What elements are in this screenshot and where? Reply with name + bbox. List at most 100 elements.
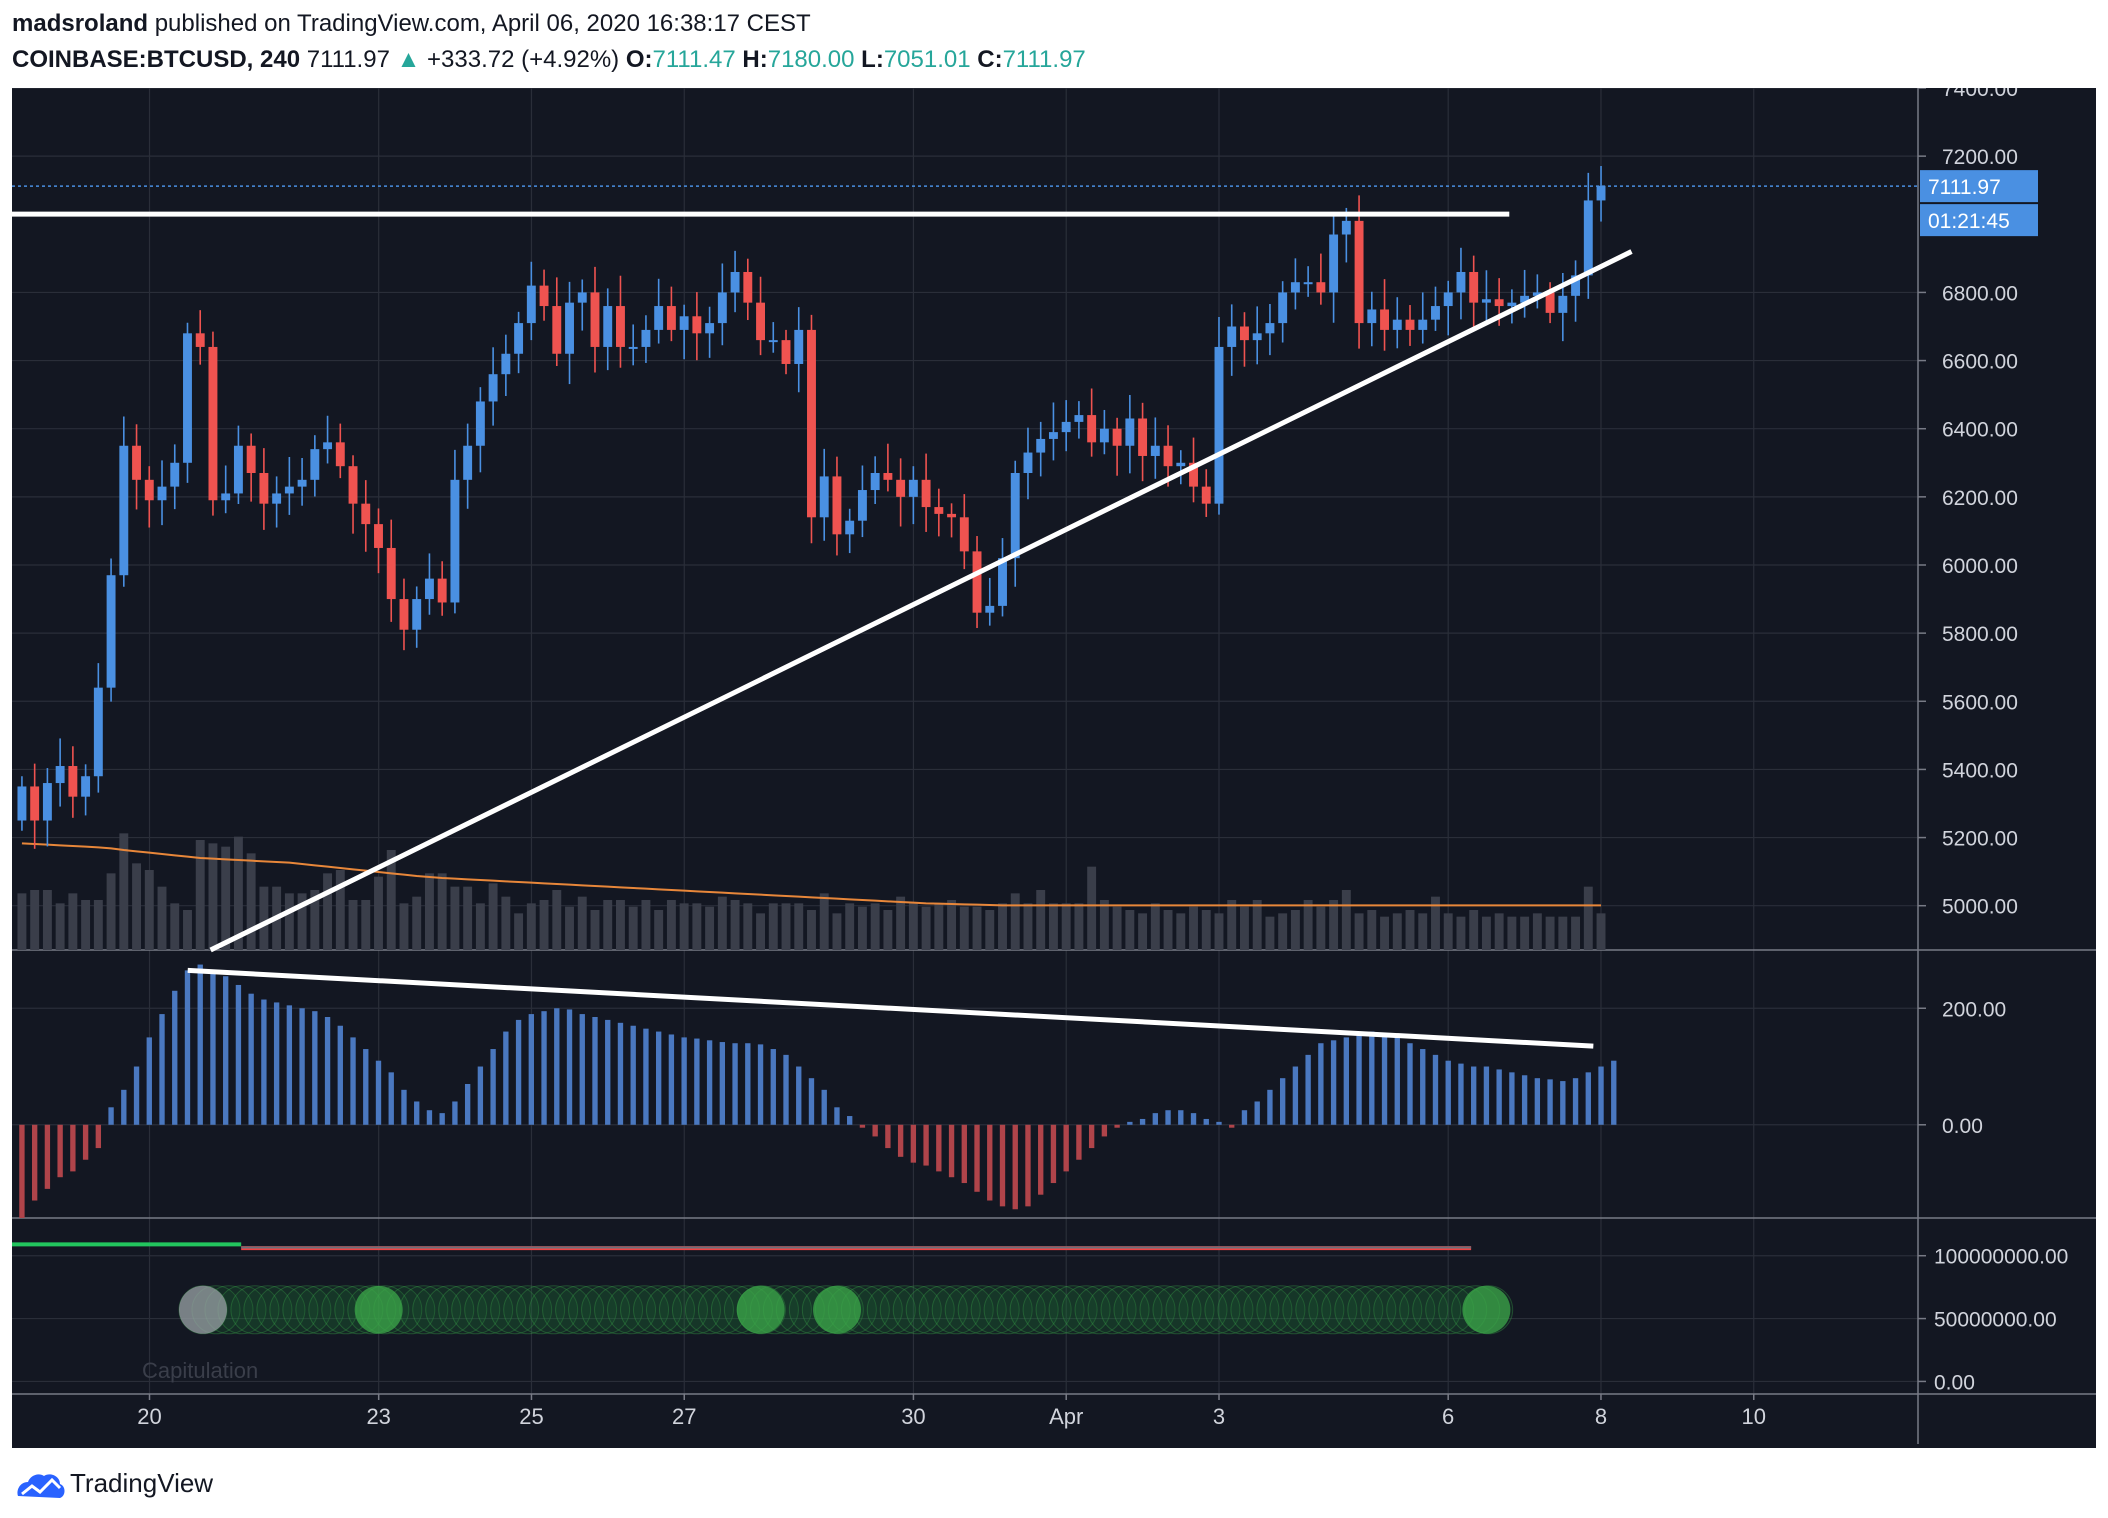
- candle-body[interactable]: [1087, 415, 1097, 443]
- candle-body[interactable]: [972, 551, 982, 613]
- candle-body[interactable]: [221, 493, 231, 501]
- candle-body[interactable]: [641, 329, 651, 347]
- candle-body[interactable]: [450, 479, 460, 603]
- candle-body[interactable]: [399, 599, 409, 630]
- candle-body[interactable]: [272, 493, 282, 504]
- candle-body[interactable]: [1265, 323, 1275, 334]
- candle-body[interactable]: [934, 507, 944, 514]
- candle-body[interactable]: [195, 333, 205, 347]
- tradingview-logo-icon[interactable]: [14, 1468, 68, 1502]
- candle-body[interactable]: [1201, 486, 1211, 504]
- candle-body[interactable]: [603, 306, 613, 347]
- candle-body[interactable]: [947, 513, 957, 518]
- candle-body[interactable]: [1023, 452, 1033, 474]
- candle-body[interactable]: [1278, 292, 1288, 324]
- candle-body[interactable]: [1290, 282, 1300, 293]
- candle-body[interactable]: [1443, 292, 1453, 307]
- candle-body[interactable]: [42, 783, 52, 821]
- candle-body[interactable]: [119, 445, 129, 576]
- candle-body[interactable]: [1252, 333, 1262, 341]
- candle-body[interactable]: [1125, 418, 1135, 446]
- candle-body[interactable]: [526, 285, 536, 324]
- candle-body[interactable]: [756, 302, 765, 341]
- candle-body[interactable]: [412, 599, 422, 630]
- candle-body[interactable]: [1481, 299, 1491, 303]
- candle-body[interactable]: [832, 476, 842, 535]
- candle-body[interactable]: [1405, 319, 1415, 330]
- support-trendline[interactable]: [209, 249, 1633, 953]
- candle-body[interactable]: [857, 490, 867, 521]
- candle-body[interactable]: [654, 306, 664, 330]
- candle-body[interactable]: [590, 292, 600, 347]
- candle-body[interactable]: [183, 333, 192, 463]
- candle-body[interactable]: [93, 687, 103, 777]
- candle-body[interactable]: [768, 340, 778, 343]
- candle-body[interactable]: [463, 445, 473, 480]
- candle-body[interactable]: [1214, 346, 1224, 504]
- candle-body[interactable]: [30, 786, 40, 821]
- candle-body[interactable]: [1227, 326, 1237, 347]
- candle-body[interactable]: [908, 479, 918, 497]
- candle-body[interactable]: [170, 462, 180, 487]
- candle-body[interactable]: [705, 323, 715, 334]
- author-name[interactable]: madsroland: [12, 10, 149, 37]
- candle-body[interactable]: [68, 766, 78, 797]
- candle-body[interactable]: [1354, 220, 1364, 324]
- candle-body[interactable]: [246, 445, 256, 474]
- last-price-badge[interactable]: [1920, 170, 2038, 203]
- candle-body[interactable]: [1303, 282, 1313, 285]
- candle-body[interactable]: [259, 473, 269, 504]
- candle-body[interactable]: [323, 442, 333, 450]
- candle-body[interactable]: [348, 466, 358, 504]
- candle-body[interactable]: [781, 340, 791, 364]
- candle-body[interactable]: [679, 316, 689, 330]
- candle-body[interactable]: [501, 353, 511, 375]
- candle-body[interactable]: [1341, 220, 1351, 235]
- candle-body[interactable]: [883, 473, 893, 480]
- candle-body[interactable]: [475, 401, 485, 446]
- candle-body[interactable]: [157, 486, 167, 501]
- candle-body[interactable]: [1392, 319, 1402, 330]
- candle-body[interactable]: [1431, 306, 1440, 320]
- candle-body[interactable]: [1507, 302, 1517, 307]
- candle-body[interactable]: [1138, 418, 1148, 456]
- candle-body[interactable]: [959, 517, 969, 552]
- candle-body[interactable]: [565, 302, 574, 354]
- candle-body[interactable]: [1583, 200, 1593, 276]
- candle-body[interactable]: [1532, 292, 1542, 296]
- symbol-label[interactable]: COINBASE:BTCUSD, 240: [12, 46, 301, 73]
- candle-body[interactable]: [297, 479, 307, 487]
- candle-body[interactable]: [1150, 445, 1160, 456]
- candle-body[interactable]: [845, 520, 855, 535]
- candle-body[interactable]: [870, 473, 880, 491]
- candle-body[interactable]: [361, 503, 371, 525]
- candle-body[interactable]: [1189, 462, 1198, 487]
- candle-body[interactable]: [1418, 319, 1428, 330]
- time-axis[interactable]: 20 23 25 27 30 Apr 3 6 8 10: [137, 1394, 1766, 1429]
- candle-body[interactable]: [106, 575, 116, 688]
- candlesticks[interactable]: [17, 166, 1606, 849]
- candle-body[interactable]: [233, 445, 243, 494]
- candle-body[interactable]: [1099, 428, 1109, 443]
- candle-body[interactable]: [1456, 271, 1466, 293]
- candle-body[interactable]: [1036, 438, 1046, 453]
- candle-body[interactable]: [1380, 309, 1389, 330]
- candle-body[interactable]: [552, 306, 562, 354]
- candle-body[interactable]: [284, 486, 294, 494]
- candle-body[interactable]: [807, 329, 816, 518]
- trendlines[interactable]: [12, 185, 1918, 1049]
- candle-body[interactable]: [628, 346, 638, 349]
- candle-body[interactable]: [616, 306, 625, 347]
- candle-body[interactable]: [514, 323, 524, 354]
- candle-body[interactable]: [17, 786, 27, 821]
- candle-body[interactable]: [208, 346, 218, 501]
- candle-body[interactable]: [1010, 473, 1020, 559]
- candle-body[interactable]: [896, 479, 906, 497]
- candle-body[interactable]: [55, 766, 65, 784]
- candle-body[interactable]: [488, 374, 498, 402]
- candle-body[interactable]: [730, 271, 740, 293]
- candle-body[interactable]: [1494, 299, 1504, 307]
- candle-body[interactable]: [1112, 428, 1122, 446]
- candle-body[interactable]: [1240, 326, 1249, 341]
- candle-body[interactable]: [1329, 234, 1339, 293]
